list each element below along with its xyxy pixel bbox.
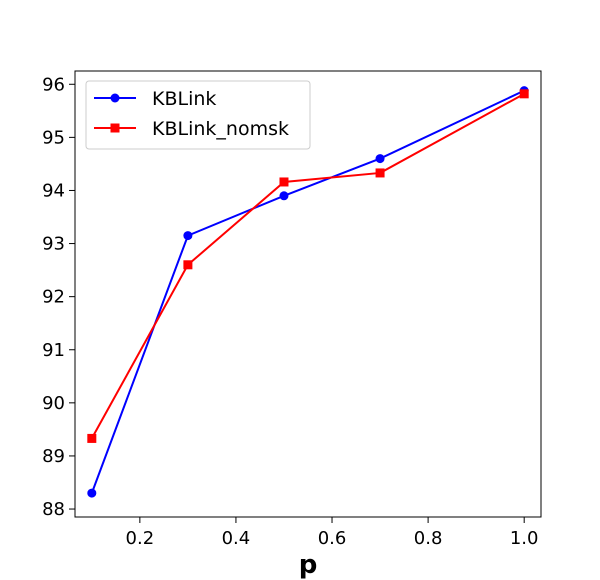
data-point [279, 191, 289, 201]
y-tick-label: 96 [42, 74, 65, 95]
y-tick-label: 90 [42, 393, 65, 414]
y-tick-label: 91 [42, 340, 65, 361]
legend-label: KBLink [152, 88, 216, 110]
x-tick-label: 0.8 [414, 528, 443, 549]
data-point [519, 89, 529, 99]
series-layer [87, 86, 529, 498]
data-point [279, 177, 289, 187]
x-axis: 0.2 0.4 0.6 0.8 1.0 [126, 517, 539, 549]
data-point [87, 488, 97, 498]
y-axis: 88 89 90 91 92 93 94 95 96 [42, 74, 75, 520]
legend-marker [110, 123, 120, 133]
legend-box [85, 80, 311, 150]
x-tick-label: 0.4 [222, 528, 251, 549]
y-tick-label: 92 [42, 287, 65, 308]
x-tick-label: 1.0 [510, 528, 539, 549]
legend-label: KBLink_nomsk [152, 118, 289, 140]
data-point [375, 168, 385, 178]
data-point [183, 260, 193, 270]
legend-marker [110, 93, 120, 103]
x-tick-label: 0.2 [126, 528, 155, 549]
y-tick-label: 89 [42, 446, 65, 467]
y-tick-label: 93 [42, 234, 65, 255]
y-tick-label: 95 [42, 127, 65, 148]
x-tick-label: 0.6 [318, 528, 347, 549]
data-point [87, 433, 97, 443]
x-axis-label: p [299, 550, 318, 580]
legend: KBLink KBLink_nomsk [85, 80, 311, 150]
y-tick-label: 94 [42, 180, 65, 201]
y-tick-label: 88 [42, 499, 65, 520]
data-point [183, 231, 193, 241]
data-point [375, 154, 385, 164]
plot-area-frame [74, 70, 542, 518]
